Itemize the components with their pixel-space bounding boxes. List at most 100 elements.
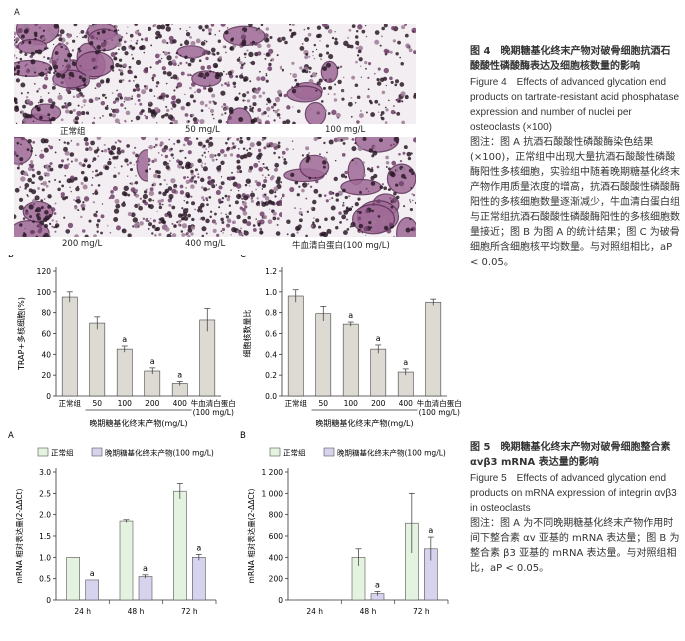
stain-speck: [20, 162, 24, 166]
stain-speck: [129, 33, 134, 38]
stain-speck: [276, 54, 279, 57]
stain-speck: [409, 199, 411, 201]
stain-speck: [414, 201, 416, 205]
stain-speck: [215, 71, 220, 77]
stain-speck: [117, 139, 120, 142]
stain-speck: [79, 32, 81, 34]
stain-speck: [108, 29, 111, 32]
stain-speck: [257, 43, 262, 49]
stain-speck: [47, 27, 52, 33]
stain-speck: [372, 150, 378, 156]
stain-speck: [118, 58, 123, 62]
stain-speck: [322, 86, 326, 90]
stain-speck: [80, 164, 83, 167]
stain-speck: [97, 155, 100, 158]
stain-speck: [225, 121, 228, 123]
stain-speck: [296, 109, 301, 114]
stain-speck: [161, 39, 167, 44]
stain-speck: [269, 208, 271, 210]
stain-speck: [334, 37, 338, 41]
stain-speck: [64, 47, 68, 51]
stain-speck: [255, 218, 257, 220]
stain-speck: [226, 27, 229, 29]
stain-speck: [28, 114, 33, 119]
stain-speck: [19, 157, 24, 162]
stain-speck: [37, 223, 42, 228]
stain-speck: [358, 223, 364, 229]
fig5-note: 图注：图 A 为不同晚期糖基化终末产物作用时间下整合素 αv 亚基的 mRNA …: [470, 518, 680, 574]
stain-speck: [167, 114, 174, 120]
stain-speck: [144, 174, 148, 178]
stain-speck: [200, 186, 204, 189]
stain-speck: [88, 219, 92, 223]
stain-speck: [395, 52, 399, 56]
stain-speck: [34, 34, 38, 38]
stain-speck: [19, 186, 21, 188]
stain-speck: [189, 35, 192, 39]
stain-speck: [160, 24, 166, 30]
stain-speck: [46, 56, 50, 60]
stain-speck: [14, 97, 18, 103]
stain-speck: [348, 207, 352, 211]
stain-speck: [411, 193, 414, 196]
stain-speck: [36, 107, 41, 112]
stain-speck: [15, 154, 19, 158]
stain-speck: [97, 184, 101, 187]
stain-speck: [378, 138, 383, 143]
stain-speck: [100, 100, 106, 106]
stain-speck: [198, 25, 203, 30]
bar: [315, 313, 332, 397]
stain-speck: [220, 176, 223, 178]
stain-speck: [69, 110, 73, 114]
stain-speck: [148, 157, 151, 163]
stain-speck: [406, 151, 412, 157]
stain-speck: [200, 48, 204, 53]
stain-speck: [220, 160, 225, 165]
stain-speck: [39, 115, 43, 120]
stain-speck: [292, 148, 294, 150]
stain-speck: [299, 66, 303, 70]
stain-speck: [63, 141, 66, 144]
stain-speck: [141, 38, 144, 41]
stain-speck: [220, 212, 223, 215]
stain-speck: [194, 91, 197, 94]
stain-speck: [224, 82, 228, 85]
stain-speck: [255, 188, 257, 191]
stain-speck: [186, 30, 188, 32]
stain-speck: [313, 137, 318, 141]
stain-speck: [327, 112, 331, 115]
stain-speck: [40, 206, 44, 210]
stain-speck: [136, 93, 141, 98]
stain-speck: [24, 211, 29, 215]
stain-speck: [236, 193, 242, 200]
micro-label-bsa: 牛血清白蛋白(100 mg/L): [292, 241, 390, 251]
stain-speck: [410, 228, 414, 231]
stain-speck: [370, 112, 376, 117]
stain-speck: [51, 60, 57, 66]
stain-speck: [23, 171, 28, 176]
stain-speck: [40, 149, 43, 152]
stain-speck: [282, 193, 285, 198]
y-tick-label: 3.0: [39, 468, 51, 477]
stain-speck: [184, 113, 189, 117]
stain-speck: [36, 235, 39, 237]
micro-label-200: 200 mg/L: [62, 239, 103, 249]
stain-speck: [87, 164, 91, 169]
stain-speck: [152, 79, 154, 82]
stain-speck: [162, 191, 167, 197]
stain-speck: [108, 113, 113, 117]
stain-speck: [239, 139, 244, 144]
stain-speck: [173, 224, 177, 228]
stain-speck: [32, 140, 36, 144]
x-tick-label: 100: [118, 399, 133, 408]
stain-speck: [362, 161, 365, 164]
stain-speck: [265, 52, 270, 57]
stain-speck: [404, 33, 409, 38]
y-axis-label: TRAP+多核细胞(%): [16, 297, 26, 371]
stain-speck: [137, 32, 142, 37]
stain-speck: [158, 95, 163, 100]
stain-speck: [222, 232, 224, 234]
stain-speck: [58, 138, 61, 141]
stain-speck: [246, 91, 250, 94]
